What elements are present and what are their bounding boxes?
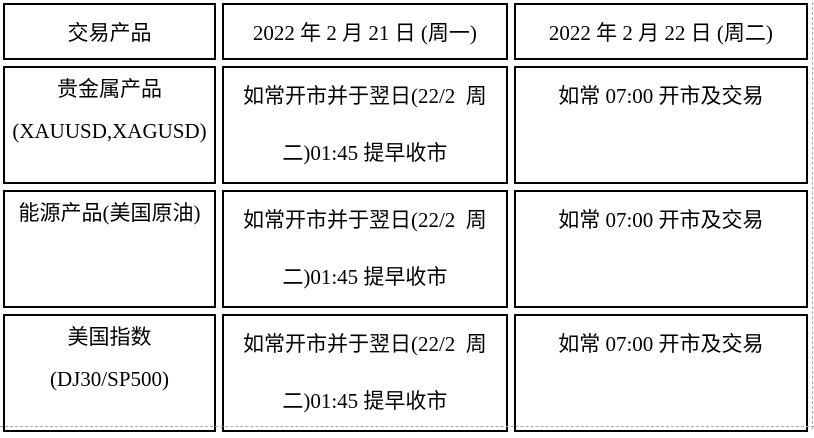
schedule-line: 如常开市并于翌日(22/2 周 — [242, 332, 487, 356]
page-boundary-right-dashed-line — [812, 0, 813, 429]
cell-product-name: 能源产品(美国原油) — [3, 190, 216, 308]
header-product-column: 交易产品 — [3, 3, 216, 60]
schedule-line: 如常 07:00 开市及交易 — [558, 332, 764, 356]
page-boundary-bottom-dashed-line — [0, 426, 814, 427]
header-tuesday-column: 2022 年 2 月 22 日 (周二) — [513, 3, 808, 60]
product-name-line: 贵金属产品 — [56, 77, 162, 101]
schedule-line: 如常开市并于翌日(22/2 周 — [242, 84, 487, 108]
table-header-row: 交易产品 2022 年 2 月 21 日 (周一) 2022 年 2 月 22 … — [3, 3, 808, 60]
cell-tuesday-schedule: 如常 07:00 开市及交易 — [513, 314, 808, 432]
product-name-line: 美国指数 — [67, 325, 152, 349]
table-row-us-indices: 美国指数 (DJ30/SP500) 如常开市并于翌日(22/2 周 二)01:4… — [3, 314, 808, 432]
schedule-line: 如常 07:00 开市及交易 — [558, 208, 764, 232]
product-symbols-line: (DJ30/SP500) — [49, 367, 169, 391]
header-monday-column: 2022 年 2 月 21 日 (周一) — [221, 3, 508, 60]
cell-tuesday-schedule: 如常 07:00 开市及交易 — [513, 66, 808, 184]
schedule-line: 如常 07:00 开市及交易 — [558, 84, 764, 108]
product-symbols-line: (XAUUSD,XAGUSD) — [12, 119, 207, 143]
table-row-energy: 能源产品(美国原油) 如常开市并于翌日(22/2 周 二)01:45 提早收市 … — [3, 190, 808, 308]
cell-tuesday-schedule: 如常 07:00 开市及交易 — [513, 190, 808, 308]
table-row-precious-metals: 贵金属产品 (XAUUSD,XAGUSD) 如常开市并于翌日(22/2 周 二)… — [3, 66, 808, 184]
schedule-line: 二)01:45 提早收市 — [282, 389, 448, 413]
cell-monday-schedule: 如常开市并于翌日(22/2 周 二)01:45 提早收市 — [221, 66, 508, 184]
schedule-line: 二)01:45 提早收市 — [282, 265, 448, 289]
cell-monday-schedule: 如常开市并于翌日(22/2 周 二)01:45 提早收市 — [221, 314, 508, 432]
cell-product-name: 美国指数 (DJ30/SP500) — [3, 314, 216, 432]
cell-monday-schedule: 如常开市并于翌日(22/2 周 二)01:45 提早收市 — [221, 190, 508, 308]
schedule-line: 二)01:45 提早收市 — [282, 141, 448, 165]
product-name-line: 能源产品(美国原油) — [18, 201, 201, 225]
cell-product-name: 贵金属产品 (XAUUSD,XAGUSD) — [3, 66, 216, 184]
schedule-line: 如常开市并于翌日(22/2 周 — [242, 208, 487, 232]
